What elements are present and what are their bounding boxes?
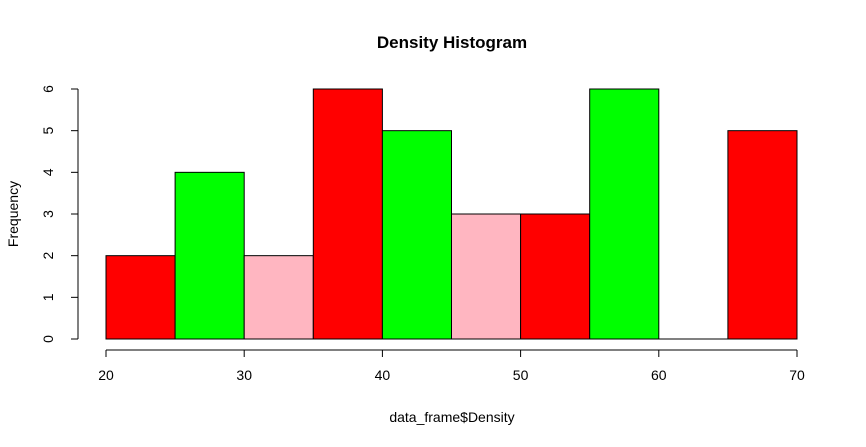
histogram-bar-7 bbox=[520, 213, 591, 340]
x-tick-label: 60 bbox=[651, 367, 667, 383]
y-axis-label: Frequency bbox=[5, 181, 21, 247]
x-tick-label: 70 bbox=[789, 367, 805, 383]
y-axis: 0 1 2 3 4 5 6 bbox=[40, 85, 79, 343]
x-tick-label: 30 bbox=[236, 367, 252, 383]
histogram-bar-10 bbox=[727, 130, 798, 340]
y-tick-label: 2 bbox=[40, 252, 56, 260]
y-tick-label: 5 bbox=[40, 127, 56, 135]
y-tick-label: 6 bbox=[40, 85, 56, 93]
bars-group bbox=[105, 88, 798, 340]
x-tick-label: 20 bbox=[98, 367, 114, 383]
x-tick-label: 50 bbox=[513, 367, 529, 383]
x-tick-label: 40 bbox=[375, 367, 391, 383]
histogram-bar-5 bbox=[381, 130, 452, 340]
y-tick-label: 0 bbox=[40, 335, 56, 343]
histogram-bar-3 bbox=[243, 255, 314, 340]
y-tick-label: 4 bbox=[40, 168, 56, 176]
x-axis: 20 30 40 50 60 70 bbox=[98, 349, 805, 383]
histogram-bar-8 bbox=[589, 88, 660, 340]
histogram-bar-6 bbox=[451, 213, 522, 340]
x-axis-label: data_frame$Density bbox=[389, 409, 514, 425]
histogram-bar-1 bbox=[105, 255, 176, 340]
y-tick-label: 3 bbox=[40, 210, 56, 218]
y-tick-label: 1 bbox=[40, 293, 56, 301]
histogram-bar-2 bbox=[174, 171, 245, 340]
chart-title: Density Histogram bbox=[377, 33, 527, 52]
histogram-bar-4 bbox=[312, 88, 383, 340]
